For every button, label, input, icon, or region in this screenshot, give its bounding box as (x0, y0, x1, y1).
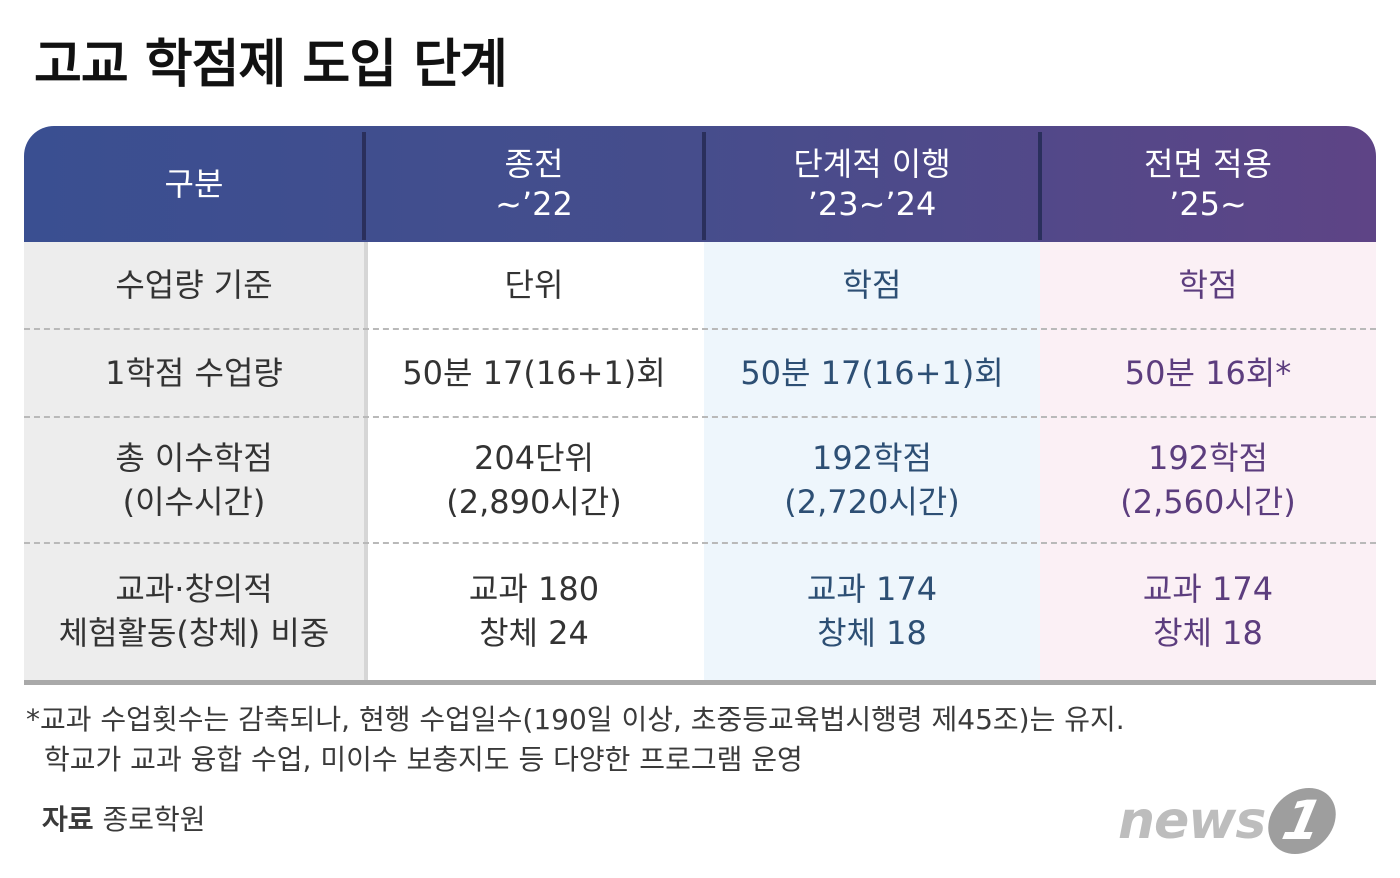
table-bottom-border (24, 680, 1376, 685)
cell-value: 단위 (504, 266, 564, 304)
cell-full: 학점 (1040, 242, 1376, 328)
cell-phased: 학점 (704, 242, 1040, 328)
header-full-label: 전면 적용 (1144, 145, 1272, 183)
cell-value: (2,720시간) (784, 483, 960, 521)
header-previous-period: ~’22 (495, 185, 573, 223)
header-previous-label: 종전 (504, 145, 564, 183)
row-divider (24, 328, 1376, 330)
footnote: *교과 수업횟수는 감축되나, 현행 수업일수(190일 이상, 초중등교육법시… (26, 700, 1125, 780)
header-phased-label: 단계적 이행 (793, 145, 951, 183)
source-label: 자료 (42, 803, 94, 836)
header-full: 전면 적용 ’25~ (1040, 126, 1376, 242)
previous-column-bg (364, 242, 704, 682)
header-category: 구분 (24, 126, 364, 242)
header-divider (1038, 132, 1042, 240)
cell-previous: 50분 17(16+1)회 (364, 330, 704, 416)
row-label: 총 이수학점 (이수시간) (24, 418, 364, 542)
page-title: 고교 학점제 도입 단계 (34, 35, 508, 95)
cell-value: 학점 (1178, 266, 1238, 304)
news1-logo: news 1 (1118, 788, 1343, 854)
comparison-table: 구분 종전 ~’22 단계적 이행 ’23~’24 전면 적용 ’25~ 수업량… (24, 126, 1376, 682)
row-label-line: 교과·창의적 (115, 570, 273, 608)
cell-value: (2,560시간) (1120, 483, 1296, 521)
cell-value: 50분 17(16+1)회 (740, 354, 1004, 392)
row-label: 교과·창의적 체험활동(창체) 비중 (24, 544, 364, 678)
row-label-line: (이수시간) (122, 483, 266, 521)
header-divider (702, 132, 706, 240)
cell-phased: 교과 174 창체 18 (704, 544, 1040, 678)
header-previous: 종전 ~’22 (364, 126, 704, 242)
cell-full: 교과 174 창체 18 (1040, 544, 1376, 678)
cell-value: 학점 (842, 266, 902, 304)
cell-value: 50분 16회* (1124, 354, 1292, 392)
row-divider (24, 542, 1376, 544)
cell-value: 192학점 (812, 439, 932, 477)
table-header: 구분 종전 ~’22 단계적 이행 ’23~’24 전면 적용 ’25~ (24, 126, 1376, 242)
phased-column-bg (704, 242, 1040, 682)
row-label: 수업량 기준 (24, 242, 364, 328)
source-credit: 자료 종로학원 (42, 798, 205, 838)
cell-previous: 교과 180 창체 24 (364, 544, 704, 678)
cell-value: 교과 174 (806, 570, 938, 608)
cell-phased: 192학점 (2,720시간) (704, 418, 1040, 542)
cell-value: 창체 24 (479, 614, 589, 652)
table-row: 1학점 수업량 50분 17(16+1)회 50분 17(16+1)회 50분 … (24, 330, 1376, 416)
header-full-period: ’25~ (1169, 185, 1247, 223)
row-label-line: 체험활동(창체) 비중 (58, 614, 330, 652)
row-label-line: 총 이수학점 (115, 439, 273, 477)
cell-value: 192학점 (1148, 439, 1268, 477)
row-divider (24, 416, 1376, 418)
cell-value: 교과 174 (1142, 570, 1274, 608)
label-column-bg (24, 242, 364, 682)
row-label-line: 수업량 기준 (115, 266, 273, 304)
table-row: 교과·창의적 체험활동(창체) 비중 교과 180 창체 24 교과 174 창… (24, 544, 1376, 678)
table-row: 총 이수학점 (이수시간) 204단위 (2,890시간) 192학점 (2,7… (24, 418, 1376, 542)
cell-phased: 50분 17(16+1)회 (704, 330, 1040, 416)
logo-text: news (1118, 791, 1266, 851)
full-column-bg (1040, 242, 1376, 682)
row-label: 1학점 수업량 (24, 330, 364, 416)
header-phased-period: ’23~’24 (807, 185, 937, 223)
cell-value: 204단위 (474, 439, 594, 477)
cell-value: 교과 180 (468, 570, 600, 608)
cell-value: 창체 18 (1153, 614, 1263, 652)
cell-previous: 204단위 (2,890시간) (364, 418, 704, 542)
source-value: 종로학원 (102, 803, 206, 836)
row-label-line: 1학점 수업량 (105, 354, 283, 392)
table-row: 수업량 기준 단위 학점 학점 (24, 242, 1376, 328)
cell-previous: 단위 (364, 242, 704, 328)
footnote-line: 학교가 교과 융합 수업, 미이수 보충지도 등 다양한 프로그램 운영 (44, 743, 803, 776)
cell-value: 창체 18 (817, 614, 927, 652)
header-category-label: 구분 (164, 165, 224, 203)
header-divider (362, 132, 366, 240)
cell-full: 192학점 (2,560시간) (1040, 418, 1376, 542)
cell-value: (2,890시간) (446, 483, 622, 521)
cell-value: 50분 17(16+1)회 (402, 354, 666, 392)
header-phased: 단계적 이행 ’23~’24 (704, 126, 1040, 242)
cell-full: 50분 16회* (1040, 330, 1376, 416)
logo-mark-icon: 1 (1262, 788, 1343, 854)
column-divider (364, 242, 368, 682)
footnote-line: *교과 수업횟수는 감축되나, 현행 수업일수(190일 이상, 초중등교육법시… (26, 703, 1125, 736)
